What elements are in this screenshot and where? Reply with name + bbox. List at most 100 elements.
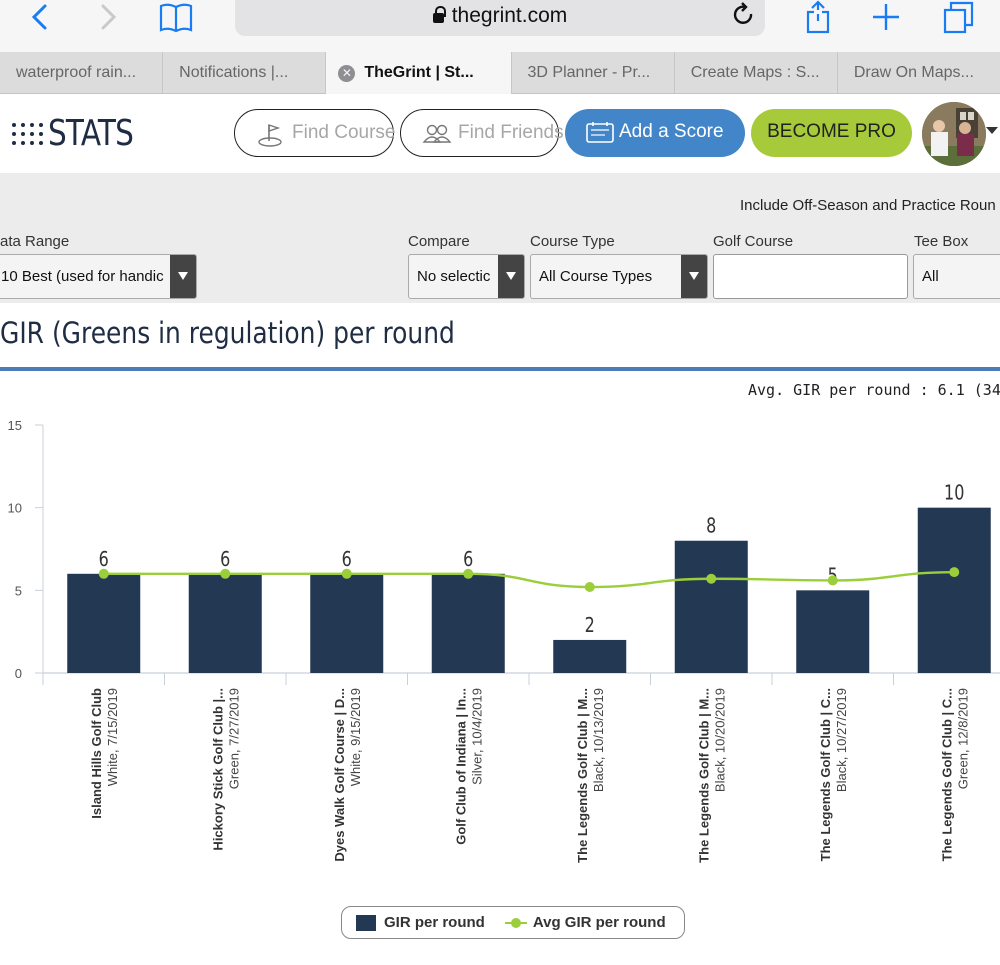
category-course-label: The Legends Golf Club | C...: [939, 688, 954, 861]
category-detail-label: Black, 10/27/2019: [834, 688, 849, 792]
browser-tabs: waterproof rain... Notifications |... ✕ T…: [0, 52, 1000, 94]
avg-point: [584, 582, 595, 593]
logo-dots-icon: [12, 119, 46, 149]
reload-icon[interactable]: [733, 2, 755, 35]
average-summary: Avg. GIR per round : 6.1 (34.0%: [748, 381, 1000, 399]
course-type-select[interactable]: All Course Types: [530, 254, 708, 299]
tab-draw-on-maps[interactable]: Draw On Maps...: [838, 52, 1000, 94]
avg-point: [706, 573, 717, 584]
tab-label: Create Maps : S...: [690, 64, 820, 81]
golf-flag-icon: [258, 124, 282, 147]
tab-label: 3D Planner - Pr...: [527, 64, 651, 81]
bar-value-label: 6: [463, 548, 473, 571]
legend-line-swatch: [504, 915, 527, 931]
y-tick-label: 0: [15, 666, 22, 681]
url-bar[interactable]: thegrint.com: [235, 0, 765, 36]
data-range-value: 10 Best (used for handic: [1, 268, 164, 285]
course-type-value: All Course Types: [539, 268, 653, 285]
avg-series-line: [103, 570, 955, 589]
y-tick-label: 5: [15, 583, 22, 598]
category-detail-label: Silver, 10/4/2019: [469, 688, 484, 785]
bar: [310, 573, 384, 673]
legend-bar-swatch: [356, 914, 376, 931]
tee-box-value: All: [922, 268, 939, 285]
bar: [67, 573, 141, 673]
friends-icon: [422, 124, 452, 143]
add-score-label: Add a Score: [619, 121, 724, 142]
find-course-label: Find Course: [292, 122, 396, 143]
tab-label: waterproof rain...: [16, 64, 137, 81]
forward-icon[interactable]: [88, 0, 128, 36]
tab-3d-planner[interactable]: 3D Planner - Pr...: [512, 52, 675, 94]
app-header: STATS Find Course Find Friends Add a Sco…: [0, 95, 1000, 173]
filter-panel: Include Off-Season and Practice Roun ata…: [0, 173, 1000, 303]
become-pro-button[interactable]: BECOME PRO: [751, 109, 912, 157]
dropdown-caret-icon: [681, 255, 707, 298]
y-tick-label: 10: [8, 501, 22, 516]
avatar-photo: [922, 102, 986, 166]
close-tab-icon[interactable]: ✕: [338, 65, 356, 82]
bar-value-label: 6: [99, 548, 109, 571]
tab-waterproof[interactable]: waterproof rain...: [0, 52, 164, 94]
compare-select[interactable]: No selectic: [408, 254, 525, 299]
title-divider: [0, 367, 1000, 371]
compare-label: Compare: [408, 233, 470, 250]
chart-legend: GIR per round Avg GIR per round: [341, 906, 685, 939]
tab-label: Notifications |...: [179, 64, 289, 81]
bar: [917, 507, 991, 673]
category-detail-label: Black, 10/20/2019: [712, 688, 727, 792]
dropdown-caret-icon: [170, 255, 196, 298]
golf-course-input[interactable]: [713, 254, 908, 299]
legend-item-gir[interactable]: GIR per round: [356, 914, 485, 931]
tee-box-label: Tee Box: [914, 233, 969, 250]
category-course-label: Golf Club of Indiana | In...: [453, 688, 468, 845]
category-detail-label: Green, 7/27/2019: [226, 688, 241, 789]
tab-create-maps[interactable]: Create Maps : S...: [675, 52, 838, 94]
off-season-toggle-label[interactable]: Include Off-Season and Practice Roun: [740, 197, 996, 214]
tab-label: Draw On Maps...: [853, 64, 974, 81]
bookmarks-icon[interactable]: [156, 0, 196, 36]
category-course-label: The Legends Golf Club | C...: [818, 688, 833, 861]
avg-point: [341, 568, 352, 579]
y-tick-label: 15: [8, 418, 22, 433]
tab-label: TheGrint | St...: [364, 64, 474, 81]
legend-item-avg[interactable]: Avg GIR per round: [504, 914, 666, 931]
avatar[interactable]: [922, 102, 986, 166]
new-tab-icon[interactable]: [866, 0, 906, 36]
tab-notifications[interactable]: Notifications |...: [163, 52, 327, 94]
bar-value-label: 6: [220, 548, 230, 571]
category-course-label: Dyes Walk Golf Course | D...: [332, 688, 347, 862]
bar-value-label: 8: [706, 515, 716, 538]
url-text: thegrint.com: [451, 4, 568, 27]
back-icon[interactable]: [20, 0, 60, 36]
bar: [431, 573, 505, 673]
golf-course-label: Golf Course: [713, 233, 794, 250]
add-score-button[interactable]: Add a Score: [565, 109, 745, 157]
logo-text: STATS: [48, 113, 134, 154]
bar: [188, 573, 262, 673]
share-icon[interactable]: [798, 0, 838, 36]
tee-box-select[interactable]: All: [913, 254, 1000, 299]
browser-toolbar: thegrint.com: [0, 0, 1000, 52]
dropdown-caret-icon: [498, 255, 524, 298]
stats-logo[interactable]: STATS: [12, 113, 152, 154]
legend-label-avg: Avg GIR per round: [532, 914, 666, 931]
lock-icon: [432, 6, 446, 23]
become-pro-label: BECOME PRO: [767, 121, 896, 142]
category-detail-label: White, 9/15/2019: [348, 688, 363, 786]
gir-chart: 051015666628510Island Hills Golf ClubWhi…: [8, 418, 1000, 863]
avg-point: [463, 568, 474, 579]
category-course-label: The Legends Golf Club | M...: [575, 688, 590, 863]
avg-point: [827, 575, 838, 586]
chevron-down-icon[interactable]: [986, 127, 998, 134]
category-detail-label: White, 7/15/2019: [105, 688, 120, 786]
tabs-icon[interactable]: [938, 0, 978, 36]
find-friends-button[interactable]: Find Friends: [400, 109, 564, 157]
bar-value-label: 10: [944, 482, 964, 505]
bar: [674, 540, 748, 673]
category-course-label: The Legends Golf Club | M...: [696, 688, 711, 863]
tab-thegrint[interactable]: ✕ TheGrint | St...: [326, 52, 512, 94]
find-course-button[interactable]: Find Course: [234, 109, 396, 157]
data-range-select[interactable]: 10 Best (used for handic: [0, 254, 197, 299]
category-detail-label: Green, 12/8/2019: [955, 688, 970, 789]
